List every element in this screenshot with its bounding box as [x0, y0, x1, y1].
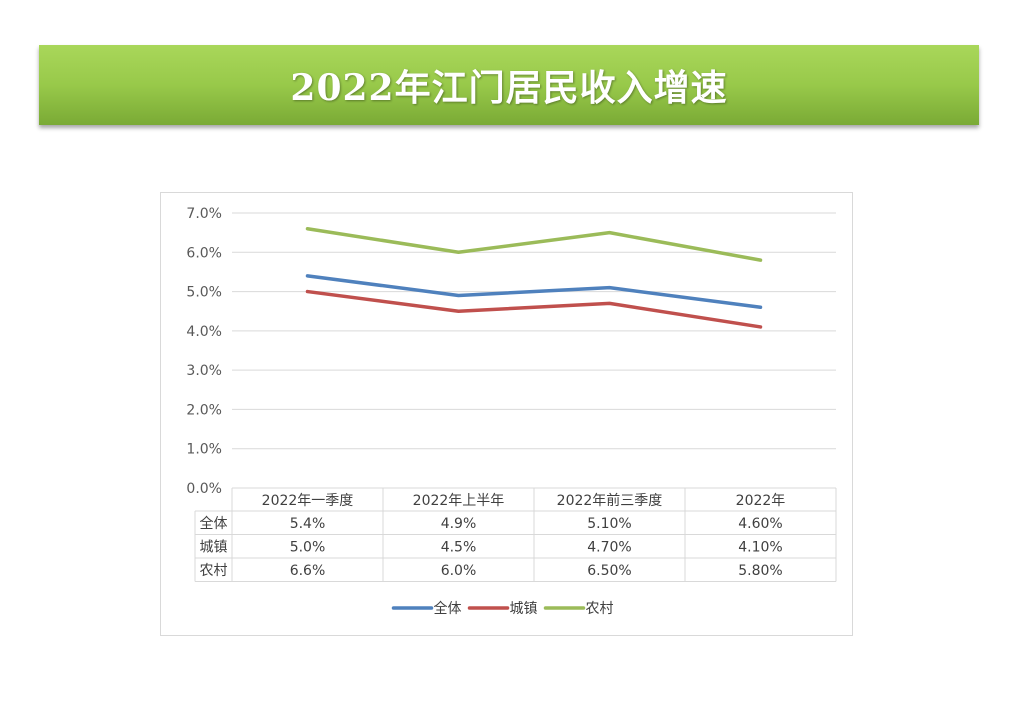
table-cell-value: 5.4% [290, 516, 326, 532]
table-series-name: 全体 [200, 515, 228, 532]
table-cell-value: 4.60% [738, 516, 782, 532]
table-series-name: 农村 [200, 563, 228, 579]
legend-label: 农村 [586, 601, 614, 617]
chart-area: 0.0% 1.0% 2.0% 3.0% 4.0% 5.0% 6.0% 7.0% 2022年一季度… [160, 192, 853, 636]
x-category-label: 2022年上半年 [413, 493, 505, 509]
table-cell-value: 4.5% [441, 539, 477, 555]
table-cell-value: 5.80% [738, 563, 782, 579]
series-line [305, 274, 763, 310]
table-cell-value: 6.0% [441, 563, 477, 579]
legend-label: 全体 [434, 600, 462, 617]
table-cell-value: 5.0% [290, 539, 326, 555]
y-tick-label: 1.0% [186, 442, 222, 458]
y-tick-label: 6.0% [186, 245, 222, 261]
y-tick-label: 3.0% [186, 363, 222, 379]
y-tick-label: 0.0% [186, 481, 222, 497]
table-cell-value: 5.10% [587, 516, 631, 532]
table-cell-value: 4.10% [738, 539, 782, 555]
x-category-label: 2022年 [736, 493, 786, 509]
x-category-label: 2022年一季度 [262, 493, 354, 509]
table-cell-value: 6.50% [587, 563, 631, 579]
series-line [305, 289, 763, 329]
table-cell-value: 6.6% [290, 563, 326, 579]
y-tick-label: 4.0% [186, 324, 222, 340]
legend-label: 城镇 [510, 601, 538, 617]
y-tick-label: 7.0% [186, 206, 222, 222]
y-tick-label: 5.0% [186, 285, 222, 301]
table-cell-value: 4.9% [441, 516, 477, 532]
title-banner: 2022年江门居民收入增速 [39, 45, 979, 125]
x-category-label: 2022年前三季度 [557, 492, 663, 509]
y-tick-label: 2.0% [186, 402, 222, 418]
table-cell-value: 4.70% [587, 539, 631, 555]
page-title: 2022年江门居民收入增速 [290, 67, 728, 109]
table-series-name: 城镇 [200, 539, 228, 555]
line-chart: 0.0% 1.0% 2.0% 3.0% 4.0% 5.0% 6.0% 7.0% 2022年一季度… [186, 206, 837, 617]
series-line [305, 226, 763, 262]
